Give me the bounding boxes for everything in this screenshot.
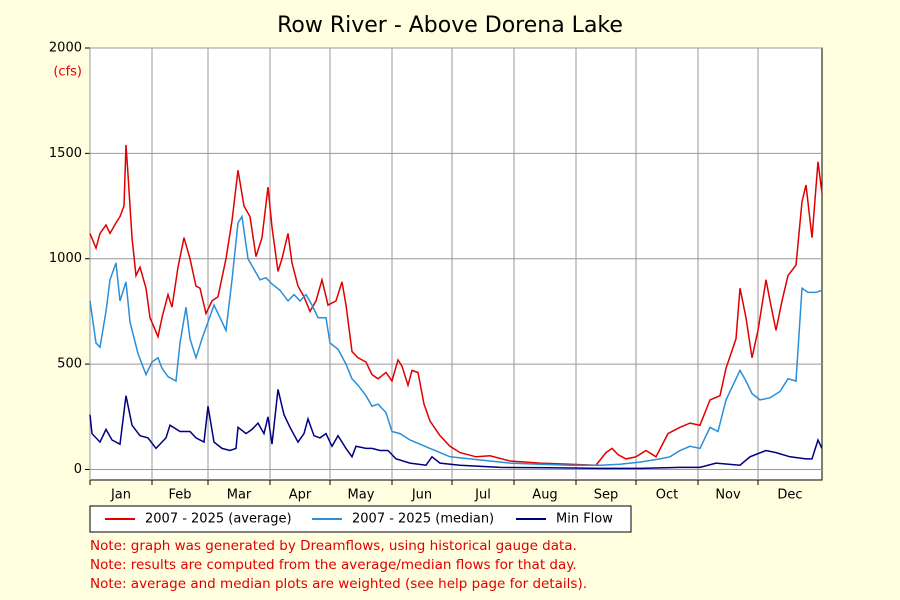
x-tick-label: Sep xyxy=(594,488,619,503)
y-tick-label: 0 xyxy=(74,462,82,477)
legend-label: 2007 - 2025 (median) xyxy=(352,512,494,527)
x-tick-label: Apr xyxy=(289,488,312,503)
legend-label: 2007 - 2025 (average) xyxy=(145,512,292,527)
x-tick-label: Feb xyxy=(168,488,191,503)
chart-title: Row River - Above Dorena Lake xyxy=(277,13,623,38)
x-tick-label: Nov xyxy=(715,488,741,503)
x-tick-label: Jan xyxy=(110,488,131,503)
line xyxy=(89,214,823,466)
y-tick-label: 500 xyxy=(57,357,82,372)
x-tick-label: Jun xyxy=(411,488,432,503)
y-tick-label: 1500 xyxy=(49,146,82,161)
note: Note: graph was generated by Dreamflows,… xyxy=(90,538,577,554)
y-unit: (cfs) xyxy=(53,65,82,80)
line xyxy=(89,389,823,470)
y-tick-label: 2000 xyxy=(49,41,82,56)
x-tick-label: Dec xyxy=(777,488,802,503)
legend-items: 2007 - 2025 (average) 2007 - 2025 (median… xyxy=(105,512,613,527)
x-tick-label: May xyxy=(348,488,375,503)
x-tick-label: Mar xyxy=(227,488,252,503)
y-tick-label: 1000 xyxy=(49,251,82,266)
line xyxy=(89,144,823,466)
note: Note: results are computed from the aver… xyxy=(90,557,577,573)
legend-label: Min Flow xyxy=(556,512,613,527)
x-tick-label: Aug xyxy=(532,488,557,503)
x-tick-label: Jul xyxy=(474,488,491,503)
plot-area xyxy=(89,47,823,481)
note: Note: average and median plots are weigh… xyxy=(90,576,587,592)
x-tick-label: Oct xyxy=(656,488,678,503)
